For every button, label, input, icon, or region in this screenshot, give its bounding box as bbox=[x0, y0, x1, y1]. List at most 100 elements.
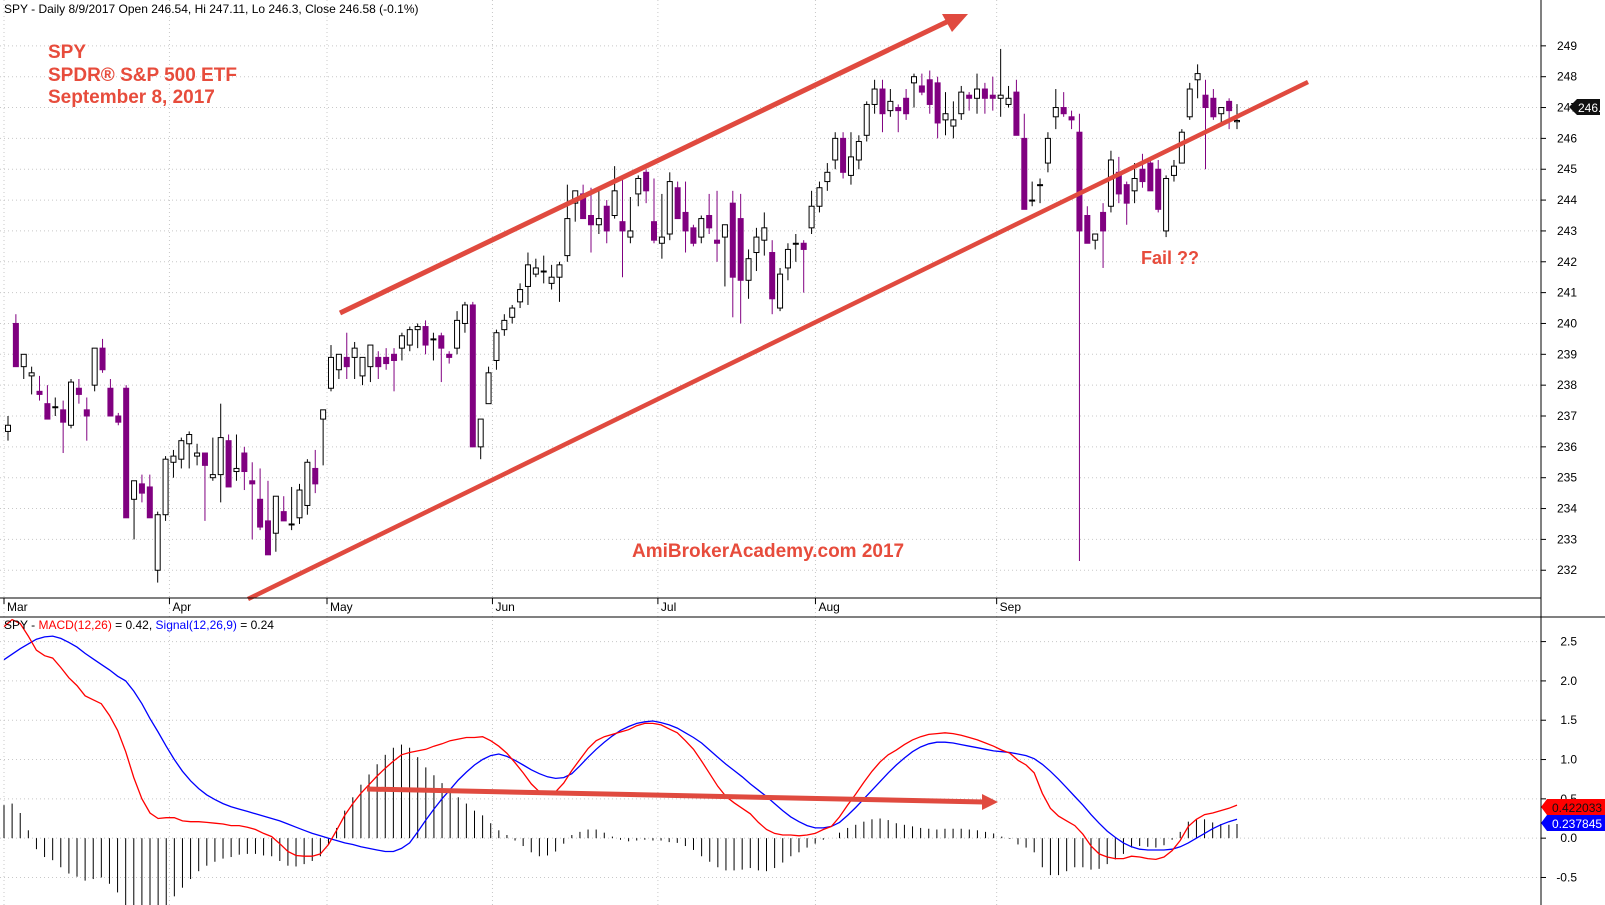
candle-body bbox=[131, 480, 138, 500]
candle bbox=[1218, 107, 1225, 123]
candle bbox=[619, 175, 626, 278]
candle bbox=[556, 261, 563, 302]
candle-body bbox=[209, 474, 216, 479]
candle-body bbox=[1068, 116, 1075, 121]
candle-body bbox=[178, 440, 185, 460]
price-tick-label: 240 bbox=[1557, 316, 1577, 330]
candle bbox=[816, 181, 823, 213]
macd-header-value: = 0.42, bbox=[112, 618, 156, 632]
price-tick-label: 235 bbox=[1557, 471, 1577, 485]
candle bbox=[847, 132, 854, 185]
candle-body bbox=[91, 347, 98, 386]
macd-gridlines bbox=[0, 641, 1541, 878]
candle bbox=[1029, 181, 1036, 207]
candle bbox=[1068, 110, 1075, 130]
candle bbox=[1100, 203, 1107, 268]
month-label: Jul bbox=[661, 600, 676, 614]
signal-header-label: Signal(12,26,9) bbox=[156, 618, 237, 632]
candle-body bbox=[280, 511, 287, 522]
month-axis-labels: Mar Apr May Jun Jul Aug Sep bbox=[3, 598, 1021, 614]
price-tick-label: 236 bbox=[1557, 440, 1577, 454]
candle bbox=[28, 366, 35, 395]
price-badge: 246.58 bbox=[1569, 99, 1605, 115]
candle bbox=[784, 243, 791, 281]
macd-badge-bg bbox=[1541, 799, 1605, 815]
candle bbox=[1210, 89, 1217, 120]
candle bbox=[20, 353, 27, 379]
candle bbox=[1005, 85, 1012, 108]
candle bbox=[1044, 132, 1051, 173]
candle bbox=[12, 314, 19, 368]
candle-body bbox=[1131, 177, 1138, 192]
candle bbox=[1076, 113, 1083, 561]
price-tick-label: 237 bbox=[1557, 409, 1577, 423]
candle bbox=[477, 418, 484, 460]
signal-badge-bg bbox=[1541, 815, 1605, 831]
candle bbox=[934, 76, 941, 139]
candle bbox=[68, 378, 75, 429]
month-label: Mar bbox=[7, 600, 28, 614]
candle-body bbox=[1234, 119, 1240, 123]
candle-body bbox=[981, 88, 988, 99]
candle-body bbox=[966, 94, 973, 99]
macd-tick-label: -0.5 bbox=[1556, 870, 1577, 884]
month-label: Jun bbox=[495, 600, 514, 614]
candle bbox=[241, 446, 248, 491]
candle bbox=[737, 193, 744, 324]
divergence-arrow bbox=[366, 786, 998, 810]
candle bbox=[115, 412, 122, 426]
candle bbox=[296, 483, 303, 524]
candle bbox=[658, 193, 665, 259]
candle bbox=[1013, 79, 1020, 136]
candle-body bbox=[170, 455, 177, 463]
candle-body bbox=[1076, 131, 1083, 232]
candle bbox=[201, 452, 208, 521]
price-tick-label: 241 bbox=[1557, 286, 1577, 300]
candle bbox=[272, 495, 279, 552]
candle-body bbox=[611, 190, 618, 217]
candle bbox=[5, 416, 11, 441]
candle-body bbox=[1186, 88, 1193, 118]
candle-body bbox=[1092, 233, 1099, 241]
candle bbox=[123, 385, 130, 519]
candle-body bbox=[690, 227, 697, 244]
candle-body bbox=[1170, 165, 1177, 176]
candle bbox=[493, 329, 500, 370]
candle bbox=[461, 301, 468, 333]
price-tick-label: 242 bbox=[1557, 255, 1577, 269]
candle bbox=[454, 311, 461, 355]
price-tick-label: 246 bbox=[1557, 131, 1577, 145]
candle-body bbox=[556, 264, 563, 278]
price-badge-label: 246.58 bbox=[1578, 101, 1605, 115]
candle bbox=[800, 240, 807, 293]
macd-badge-label: 0.422033 bbox=[1552, 801, 1602, 815]
candle bbox=[777, 267, 784, 312]
candle-body bbox=[1044, 137, 1051, 164]
candle-body bbox=[879, 88, 886, 115]
candle-body bbox=[501, 319, 508, 331]
candle-body bbox=[903, 97, 910, 115]
upper-channel-arrowhead bbox=[942, 14, 968, 32]
price-tick-label: 238 bbox=[1557, 378, 1577, 392]
candle-body bbox=[651, 221, 658, 241]
candle-body bbox=[840, 137, 847, 173]
candle-body bbox=[989, 94, 996, 99]
price-tick-label: 248 bbox=[1557, 70, 1577, 84]
candle bbox=[698, 215, 705, 244]
candle-body bbox=[430, 338, 437, 341]
candle-body bbox=[154, 514, 161, 571]
candle-body bbox=[225, 440, 232, 488]
candle bbox=[595, 190, 602, 235]
candle bbox=[52, 397, 59, 417]
candle-body bbox=[162, 458, 169, 516]
candle-body bbox=[777, 273, 784, 309]
candle bbox=[721, 224, 728, 287]
candle-body bbox=[296, 489, 303, 519]
candle bbox=[643, 169, 650, 204]
candle-body bbox=[335, 353, 342, 371]
candle-body bbox=[194, 452, 201, 457]
price-tick-label: 232 bbox=[1557, 563, 1577, 577]
candle-body bbox=[20, 353, 27, 368]
